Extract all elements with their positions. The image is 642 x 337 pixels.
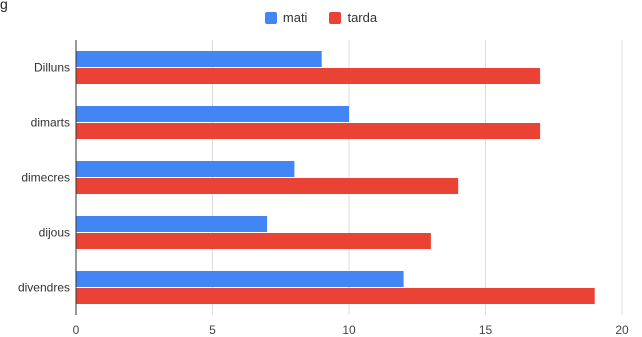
y-axis-labels: Dilluns dimarts dimecres dijous divendres xyxy=(18,61,70,295)
gridlines xyxy=(212,40,623,315)
bar-mati-dimarts[interactable] xyxy=(76,106,349,122)
bar-tarda-dimecres[interactable] xyxy=(76,178,459,194)
legend-label-tarda: tarda xyxy=(347,10,378,25)
bar-tarda-dimarts[interactable] xyxy=(76,123,541,139)
bar-tarda-divendres[interactable] xyxy=(76,288,595,304)
x-tick-label: 5 xyxy=(209,323,216,337)
x-axis-labels: 0 5 10 15 20 xyxy=(73,323,629,337)
bar-tarda-dijous[interactable] xyxy=(76,233,431,249)
bar-mati-dijous[interactable] xyxy=(76,216,268,232)
bars xyxy=(76,51,595,304)
legend-swatch-tarda xyxy=(329,11,342,24)
legend-item-tarda[interactable]: tarda xyxy=(329,10,377,25)
chart-title-fragment: g xyxy=(0,0,8,12)
bar-mati-Dilluns[interactable] xyxy=(76,51,322,67)
y-category-label: divendres xyxy=(18,281,70,295)
x-tick-label: 0 xyxy=(73,323,80,337)
legend-label-mati: mati xyxy=(282,10,308,25)
legend-swatch-mati xyxy=(264,11,277,24)
legend-item-mati[interactable]: mati xyxy=(264,10,308,25)
x-tick-label: 10 xyxy=(342,323,356,337)
bar-mati-divendres[interactable] xyxy=(76,271,404,287)
x-tick-label: 15 xyxy=(479,323,493,337)
bar-tarda-Dilluns[interactable] xyxy=(76,68,541,84)
y-category-label: Dilluns xyxy=(34,61,70,75)
bar-mati-dimecres[interactable] xyxy=(76,161,295,177)
legend: mati tarda xyxy=(0,10,642,25)
y-category-label: dimecres xyxy=(21,171,70,185)
y-category-label: dijous xyxy=(39,226,70,240)
x-tick-label: 20 xyxy=(615,323,629,337)
y-category-label: dimarts xyxy=(31,116,70,130)
